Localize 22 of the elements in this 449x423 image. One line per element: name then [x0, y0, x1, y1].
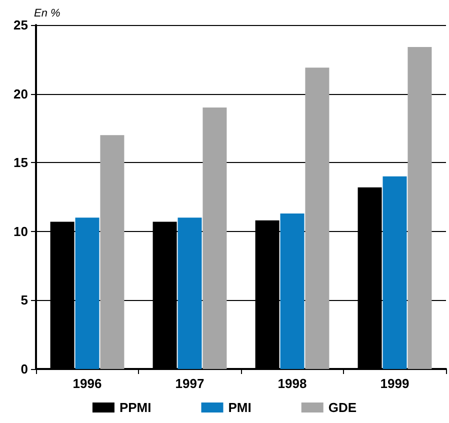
bar	[305, 68, 330, 369]
bar	[202, 108, 227, 369]
legend-label: PPMI	[119, 400, 152, 415]
bar	[100, 135, 124, 369]
bar	[382, 176, 407, 369]
y-tick-label: 10	[14, 224, 28, 239]
x-tick-label: 1997	[175, 376, 204, 391]
y-tick-label: 15	[14, 155, 28, 170]
legend-label: GDE	[328, 400, 357, 415]
x-tick-label: 1998	[278, 376, 307, 391]
legend-label: PMI	[228, 400, 252, 415]
bar	[280, 214, 304, 369]
y-tick-label: 0	[20, 362, 28, 376]
y-axis-title: En %	[34, 8, 61, 20]
bar	[408, 47, 432, 369]
x-tick-label: 1996	[72, 376, 102, 391]
bar	[75, 218, 100, 369]
y-tick-label: 25	[14, 18, 28, 32]
y-tick-label: 5	[20, 292, 28, 308]
y-tick-label: 20	[14, 86, 28, 102]
bar	[178, 218, 202, 369]
x-tick-label: 1999	[380, 376, 410, 391]
